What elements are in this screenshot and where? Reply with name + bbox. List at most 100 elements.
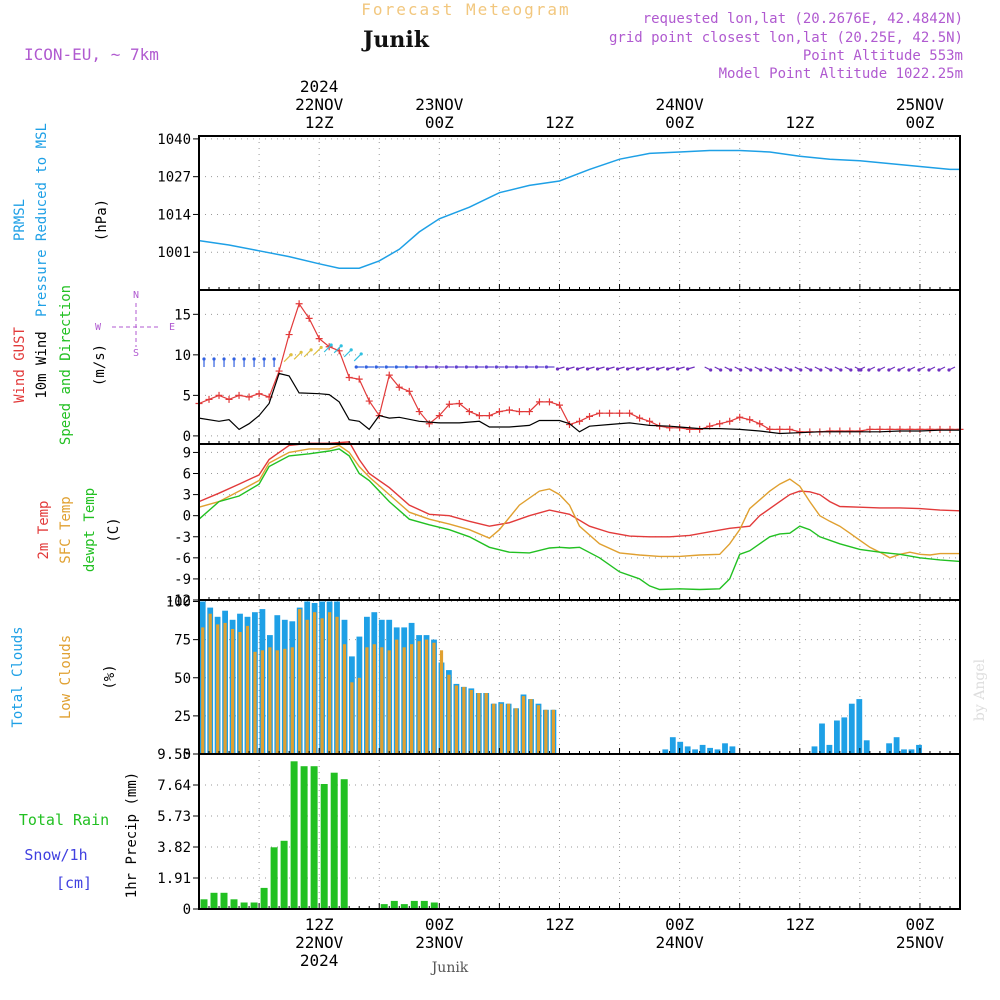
ytick-label-pressure: 1027 <box>157 170 191 186</box>
low-cloud-bar <box>454 685 458 754</box>
wind-arrow-head <box>887 368 891 372</box>
wind-arrow-head <box>484 365 488 369</box>
rain-bar <box>260 887 268 909</box>
panel-label-wind: Speed and Direction <box>58 285 74 445</box>
wind-arrow-head <box>779 368 783 372</box>
top-time-label: 23NOV <box>415 95 464 114</box>
location-title: Junik <box>361 27 430 53</box>
wind-arrow-head <box>809 368 813 372</box>
rain-bar <box>410 900 418 909</box>
wind-arrow-head <box>289 353 293 357</box>
ytick-label-temp: 0 <box>183 509 191 525</box>
low-cloud-bar <box>462 686 466 754</box>
wind-arrow-head <box>262 357 266 361</box>
wind-arrow-head <box>444 365 448 369</box>
gust-point <box>285 331 293 339</box>
wind-arrow-head <box>514 365 519 369</box>
low-cloud-bar <box>395 639 399 754</box>
rain-bar <box>320 784 328 909</box>
wind-arrow-head <box>232 357 236 361</box>
bottom-time-label: 12Z <box>545 915 574 934</box>
total-cloud-bar <box>714 749 721 754</box>
panel-label-wind: Wind GUST <box>12 327 28 403</box>
compass-e: E <box>169 322 175 333</box>
rain-bar <box>420 900 428 909</box>
ytick-label-wind: 0 <box>183 429 191 445</box>
wind-arrow-head <box>676 367 680 371</box>
gust-point <box>826 427 834 435</box>
low-cloud-bar <box>275 650 279 754</box>
rain-bar <box>390 900 398 909</box>
wind-arrow-head <box>656 367 660 371</box>
ytick-label-wind: 5 <box>183 388 191 404</box>
gust-point <box>225 395 233 403</box>
gust-point <box>716 420 724 428</box>
wind-arrow <box>343 349 352 358</box>
low-cloud-bar <box>216 624 220 754</box>
total-cloud-bar <box>811 746 818 754</box>
ytick-label-clouds: 25 <box>174 709 191 725</box>
bottom-time-label: 00Z <box>665 915 694 934</box>
ytick-label-temp: -6 <box>174 551 191 567</box>
wind-arrow-head <box>414 365 418 369</box>
rain-bar <box>380 904 388 909</box>
gust-point <box>646 417 654 425</box>
gust-point <box>926 425 934 433</box>
wind-arrow-head <box>374 365 378 369</box>
wind-arrow-head <box>829 368 833 372</box>
low-cloud-bar <box>365 647 369 754</box>
gust-point <box>205 395 213 403</box>
wind-arrow-head <box>202 357 206 361</box>
wind-arrow-head <box>454 365 458 369</box>
low-cloud-bar <box>469 690 473 754</box>
low-cloud-bar <box>425 639 429 754</box>
wind-arrow <box>283 354 292 363</box>
gust-point <box>535 398 543 406</box>
low-cloud-bar <box>380 647 384 754</box>
sfc-temp-line <box>198 444 960 559</box>
footer-location: Junik <box>430 960 469 976</box>
wind-arrow-head <box>719 368 723 372</box>
wind-arrow-head <box>354 365 358 369</box>
wind-arrow-head <box>759 368 763 372</box>
compass-rose: N S W E <box>95 290 175 359</box>
gust-point <box>495 408 503 416</box>
wind-arrow-head <box>749 368 753 372</box>
wind-arrow-head <box>799 368 803 372</box>
wind-arrow-head <box>309 348 313 352</box>
low-cloud-bar <box>231 629 235 754</box>
total-cloud-bar <box>901 749 907 754</box>
gust-point <box>896 425 904 433</box>
bottom-time-label: 12Z <box>305 915 334 934</box>
gust-point <box>475 412 483 420</box>
gust-point <box>946 425 954 433</box>
gust-point <box>445 400 453 408</box>
ytick-label-precip: 0 <box>183 902 191 918</box>
panel-label-wind: (m/s) <box>92 344 108 386</box>
wind-arrow-head <box>709 368 713 372</box>
bottom-time-label: 24NOV <box>656 933 705 952</box>
rain-bar <box>220 892 228 909</box>
panel-frame-temp <box>198 443 961 601</box>
wind-arrow-head <box>464 365 468 369</box>
pressure-line <box>198 149 960 269</box>
wind-arrow-head <box>299 350 303 354</box>
gust-point <box>906 425 914 433</box>
rain-bar <box>280 840 288 909</box>
top-time-label: 12Z <box>305 113 334 132</box>
low-cloud-bar <box>305 619 309 754</box>
ytick-label-clouds: 50 <box>174 671 191 687</box>
total-cloud-bar <box>699 744 706 754</box>
low-cloud-bar <box>417 641 421 754</box>
rain-bar <box>230 899 238 909</box>
wind-arrow <box>293 351 302 360</box>
rain-bar <box>330 772 338 909</box>
wind-arrow-head <box>857 368 861 372</box>
top-time-label: 24NOV <box>656 95 705 114</box>
rain-bar <box>400 904 408 909</box>
total-cloud-bar <box>677 741 684 754</box>
panel-frame-pressure <box>198 135 961 291</box>
wind-arrow-head <box>339 344 343 348</box>
low-cloud-bar <box>223 622 227 754</box>
panel-label-temp: 2m Temp <box>36 500 52 559</box>
